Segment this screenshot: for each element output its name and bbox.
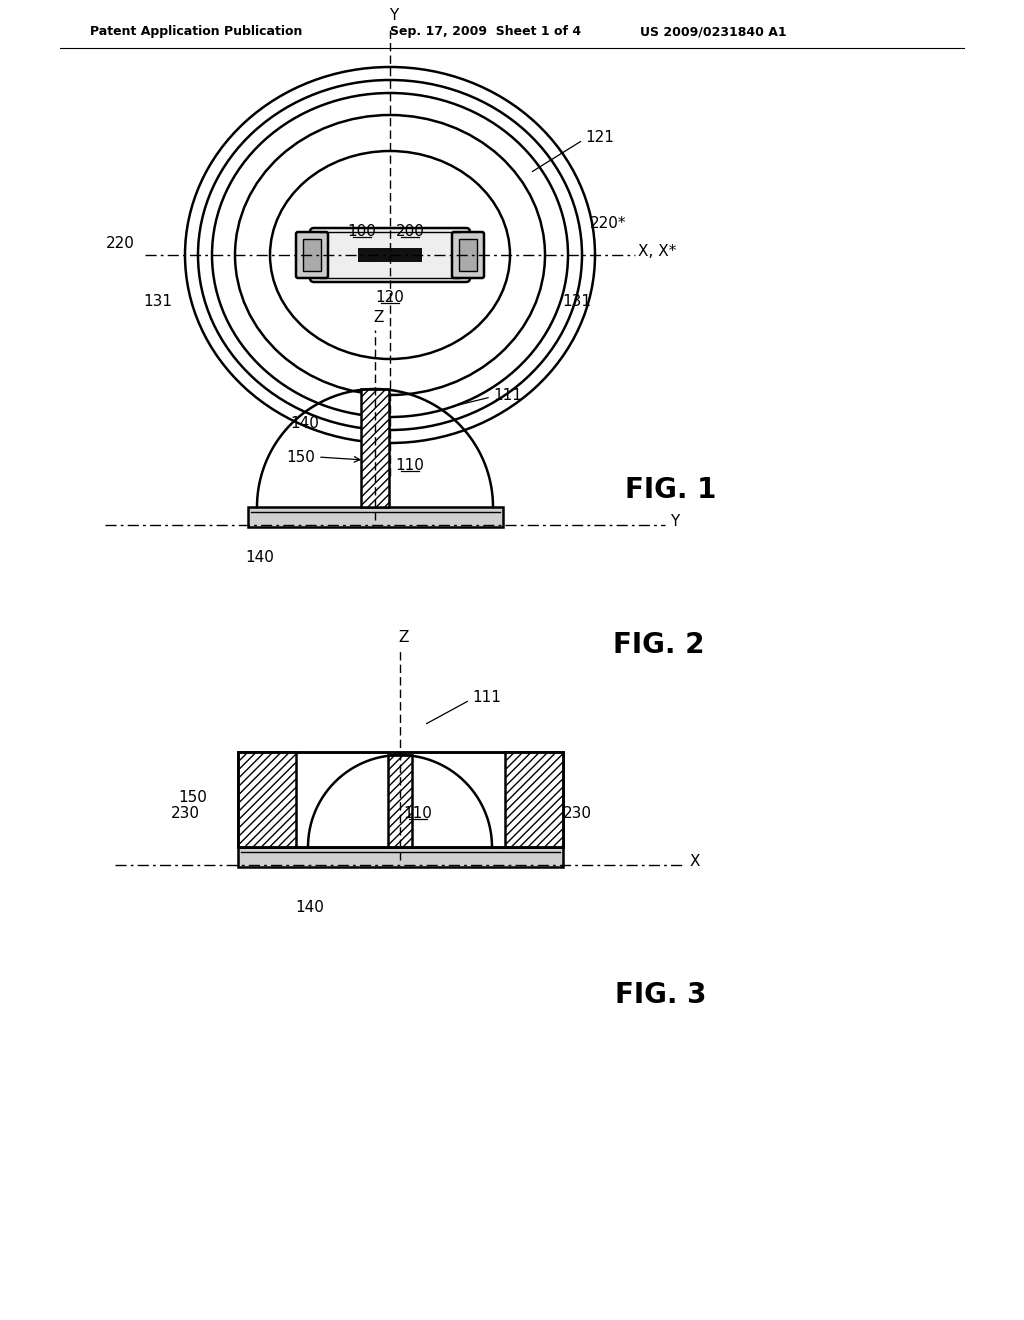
Text: 140: 140 [296, 899, 325, 915]
Text: 100: 100 [347, 223, 377, 239]
Text: Z: Z [398, 630, 410, 645]
Bar [388, 755, 412, 847]
Text: Z: Z [374, 310, 384, 325]
Text: Patent Application Publication: Patent Application Publication [90, 25, 302, 38]
Text: 120: 120 [376, 289, 404, 305]
FancyBboxPatch shape [452, 232, 484, 279]
Bar [459, 239, 477, 271]
Bar [238, 847, 562, 867]
Text: Y: Y [670, 515, 679, 529]
FancyBboxPatch shape [310, 228, 470, 282]
Text: 131: 131 [143, 293, 172, 309]
Text: 110: 110 [395, 458, 424, 473]
Bar [238, 752, 562, 847]
Bar [238, 752, 296, 847]
Bar [248, 507, 503, 527]
Text: 140: 140 [245, 549, 273, 565]
Text: 220*: 220* [590, 215, 627, 231]
Text: 111: 111 [493, 388, 522, 403]
Text: 131: 131 [562, 293, 591, 309]
Text: FIG. 3: FIG. 3 [615, 981, 707, 1008]
Text: Sep. 17, 2009  Sheet 1 of 4: Sep. 17, 2009 Sheet 1 of 4 [390, 25, 582, 38]
Text: FIG. 2: FIG. 2 [613, 631, 705, 659]
Text: 220: 220 [106, 235, 135, 251]
FancyBboxPatch shape [296, 232, 328, 279]
Text: 110: 110 [403, 805, 432, 821]
Text: 150: 150 [178, 789, 207, 804]
Text: 200: 200 [395, 223, 424, 239]
Text: FIG. 1: FIG. 1 [625, 477, 717, 504]
Bar [505, 752, 562, 847]
Text: 121: 121 [585, 129, 613, 144]
Text: 140: 140 [291, 416, 319, 430]
Text: 230: 230 [563, 805, 592, 821]
Text: US 2009/0231840 A1: US 2009/0231840 A1 [640, 25, 786, 38]
Text: 230: 230 [171, 805, 200, 821]
Text: Y: Y [389, 8, 398, 22]
Text: X: X [690, 854, 700, 870]
Bar [303, 239, 321, 271]
Text: X, X*: X, X* [638, 244, 677, 260]
Bar [238, 752, 562, 847]
Bar [358, 248, 422, 261]
Text: 111: 111 [472, 689, 501, 705]
Bar [361, 389, 389, 507]
Text: 150: 150 [286, 450, 315, 465]
